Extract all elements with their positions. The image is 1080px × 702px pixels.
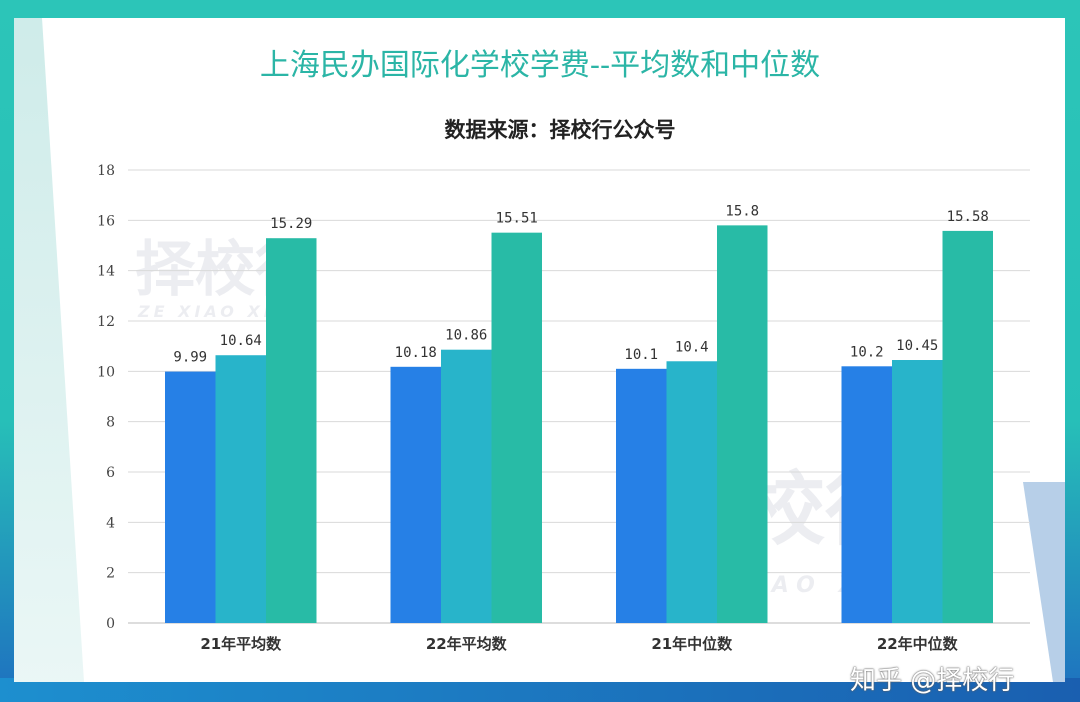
data-label: 15.29 (270, 216, 312, 232)
bar (717, 225, 768, 623)
bar (390, 366, 441, 623)
x-tick-label: 22年平均数 (426, 635, 508, 653)
bar (616, 368, 667, 623)
y-tick-label: 18 (97, 163, 115, 179)
bar (841, 366, 892, 623)
watermark-logo-sub: ZE XIAO XING (138, 302, 309, 321)
data-label: 10.86 (445, 328, 487, 344)
bar (266, 238, 317, 623)
x-tick-label: 21年中位数 (651, 635, 733, 653)
bar (215, 355, 266, 623)
credit-watermark: 知乎 @择校行 (850, 666, 1015, 696)
data-label: 9.99 (173, 350, 207, 366)
y-tick-label: 12 (97, 314, 115, 330)
y-tick-label: 14 (97, 264, 115, 280)
bar (942, 230, 993, 624)
bottom-band (0, 678, 1080, 702)
data-label: 10.2 (850, 344, 884, 360)
bar (892, 360, 943, 623)
x-tick-label: 21年平均数 (200, 635, 282, 653)
y-tick-label: 6 (106, 465, 115, 481)
data-label: 10.18 (395, 345, 437, 361)
data-label: 15.58 (947, 209, 989, 225)
y-tick-label: 16 (97, 213, 115, 229)
chart-title: 上海民办国际化学校学费--平均数和中位数 (259, 48, 821, 83)
bar (441, 349, 492, 623)
data-label: 15.51 (496, 211, 538, 227)
y-tick-label: 10 (97, 364, 115, 380)
chart-subtitle: 数据来源：择校行公众号 (444, 117, 676, 142)
x-tick-label: 22年中位数 (877, 635, 959, 653)
data-label: 10.45 (896, 338, 938, 354)
y-tick-label: 2 (106, 566, 115, 582)
data-label: 15.8 (725, 203, 759, 219)
y-tick-label: 8 (106, 415, 115, 431)
data-label: 10.64 (220, 333, 262, 349)
bar (491, 232, 542, 624)
bar (165, 371, 216, 623)
data-label: 10.4 (675, 339, 709, 355)
y-tick-label: 0 (106, 616, 115, 632)
data-label: 10.1 (624, 347, 658, 363)
y-tick-label: 4 (106, 515, 115, 531)
bar (666, 361, 717, 623)
